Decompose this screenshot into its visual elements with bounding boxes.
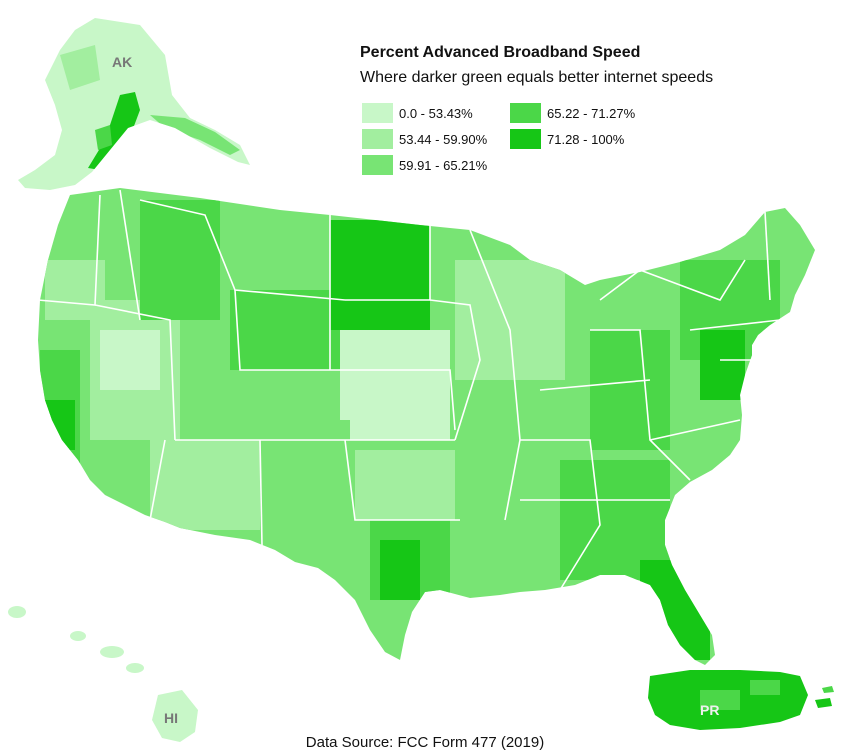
contiguous-us-region: [37, 188, 815, 665]
data-source-caption: Data Source: FCC Form 477 (2019): [305, 734, 545, 751]
hawaii-label: HI: [164, 710, 178, 726]
legend-label-2: 53.44 - 59.90%: [399, 131, 488, 147]
legend-swatch-4: [510, 103, 541, 123]
legend-label-3: 59.91 - 65.21%: [399, 157, 488, 173]
legend-item-3: 59.91 - 65.21%: [362, 155, 487, 175]
state-borders: [37, 189, 781, 591]
legend-swatch-3: [362, 155, 393, 175]
alaska-label: AK: [112, 54, 132, 70]
hawaii-big-island: [152, 690, 198, 742]
hawaii-region: HI: [8, 606, 198, 742]
puerto-rico-label: PR: [700, 702, 719, 718]
legend-item-2: 53.44 - 59.90%: [362, 129, 487, 149]
legend-item-4: 65.22 - 71.27%: [510, 103, 635, 123]
legend-swatch-5: [510, 129, 541, 149]
hawaii-island-3: [100, 646, 124, 658]
hawaii-island-2: [70, 631, 86, 641]
legend-item-5: 71.28 - 100%: [510, 129, 624, 149]
legend-swatch-1: [362, 103, 393, 123]
puerto-rico-region: PR: [648, 670, 834, 730]
legend-label-4: 65.22 - 71.27%: [547, 105, 636, 121]
puerto-rico-islet-1: [815, 698, 832, 708]
legend-label-1: 0.0 - 53.43%: [399, 105, 473, 121]
puerto-rico-islet-2: [822, 686, 834, 693]
legend-item-1: 0.0 - 53.43%: [362, 103, 473, 123]
hawaii-island-4: [126, 663, 144, 673]
legend: 0.0 - 53.43% 53.44 - 59.90% 59.91 - 65.2…: [362, 103, 682, 178]
map-title: Percent Advanced Broadband Speed: [360, 44, 641, 61]
hawaii-island-1: [8, 606, 26, 618]
map-subtitle: Where darker green equals better interne…: [360, 69, 714, 86]
legend-label-5: 71.28 - 100%: [547, 131, 625, 147]
alaska-region: AK: [18, 18, 250, 190]
legend-swatch-2: [362, 129, 393, 149]
